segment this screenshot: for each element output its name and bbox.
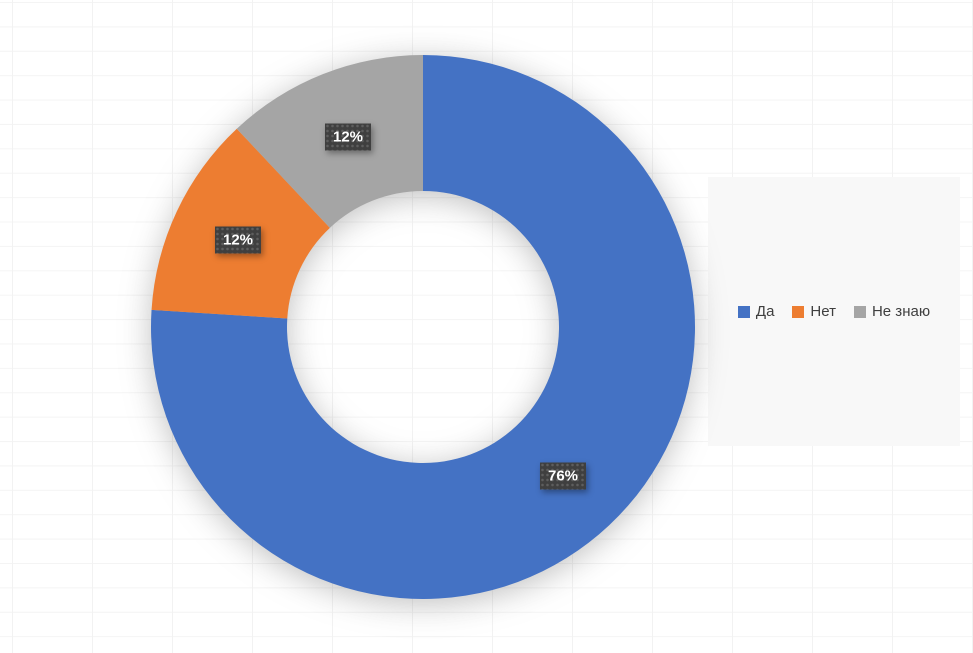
legend-item-yes: Да — [737, 303, 775, 320]
legend-swatch-icon — [792, 305, 805, 318]
legend-panel — [708, 177, 960, 446]
legend-label: Да — [755, 303, 775, 320]
legend-label: Нет — [810, 303, 836, 320]
legend-swatch-icon — [737, 305, 750, 318]
legend-swatch-icon — [853, 305, 866, 318]
legend-label: Не знаю — [871, 303, 931, 320]
donut-slice-no — [151, 128, 330, 319]
legend-item-no: Нет — [792, 303, 836, 320]
legend-item-dont-know: Не знаю — [853, 303, 931, 320]
chart-legend: Да Нет Не знаю — [708, 177, 960, 446]
